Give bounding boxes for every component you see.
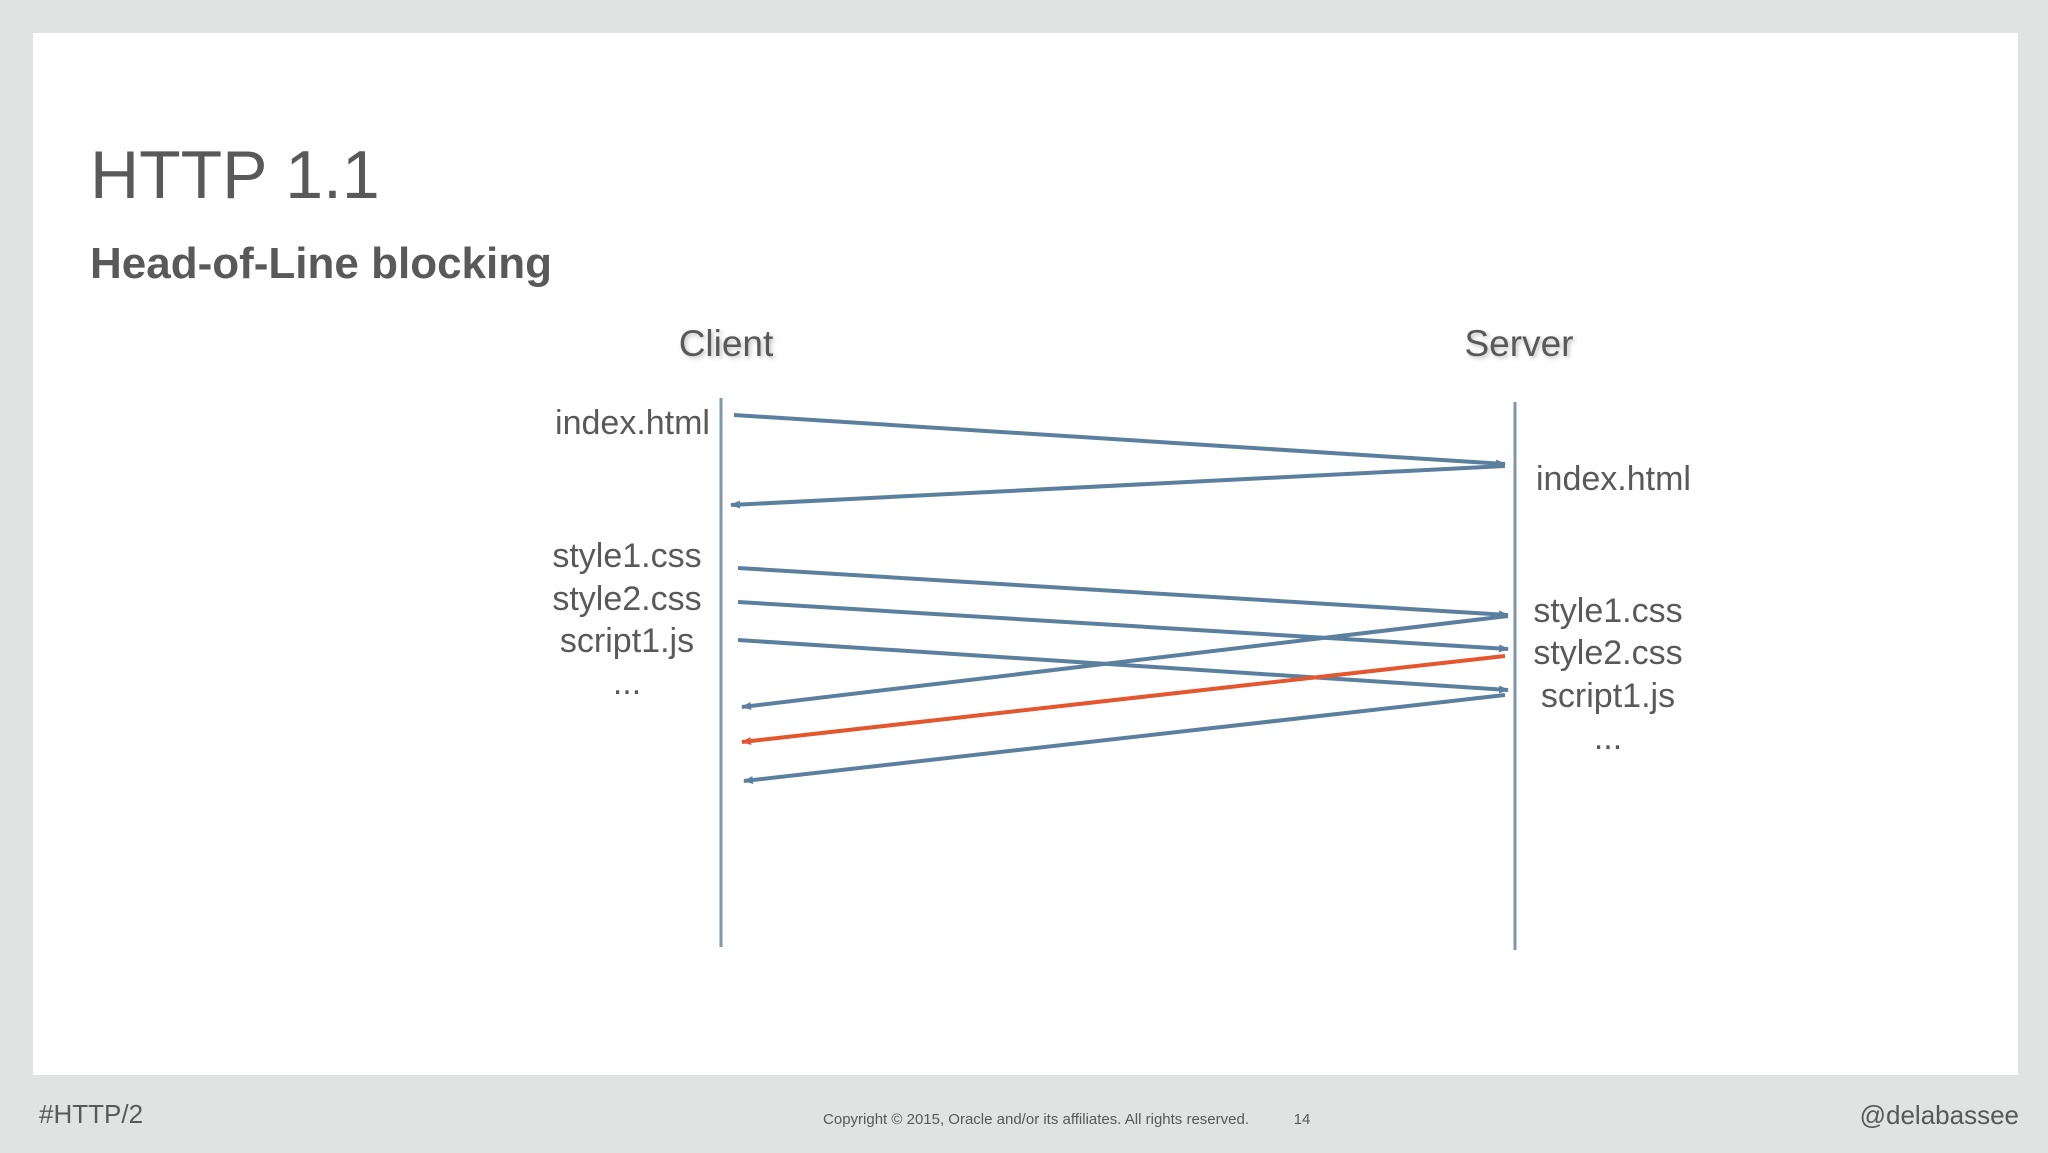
client-request: index.html xyxy=(555,404,710,442)
server-resource: index.html xyxy=(1536,460,1691,498)
client-request: script1.js xyxy=(560,622,694,660)
client-request: ... xyxy=(613,664,641,702)
server-resource: ... xyxy=(1594,719,1622,757)
blocked-arrow xyxy=(741,654,1506,745)
server-label: Server xyxy=(1465,323,1574,364)
client-label: Client xyxy=(679,323,774,364)
handle: @delabassee xyxy=(1860,1100,2019,1130)
server-resource: style1.css xyxy=(1533,592,1682,630)
subtitle: Head-of-Line blocking xyxy=(90,239,552,288)
server-resource: script1.js xyxy=(1541,677,1675,715)
arrow xyxy=(741,614,1509,710)
arrow xyxy=(733,413,1506,468)
arrows xyxy=(730,413,1509,784)
arrow xyxy=(737,566,1509,619)
arrow xyxy=(737,638,1509,694)
slide xyxy=(33,33,2018,1075)
arrow xyxy=(730,464,1506,509)
page-number: 14 xyxy=(1294,1111,1311,1128)
arrow xyxy=(743,693,1506,784)
client-request: style2.css xyxy=(552,580,701,618)
hashtag: #HTTP/2 xyxy=(39,1099,143,1129)
copyright: Copyright © 2015, Oracle and/or its affi… xyxy=(823,1111,1249,1128)
arrow xyxy=(737,600,1509,653)
title: HTTP 1.1 xyxy=(90,137,380,213)
client-request: style1.css xyxy=(552,537,701,575)
server-resource: style2.css xyxy=(1533,634,1682,672)
